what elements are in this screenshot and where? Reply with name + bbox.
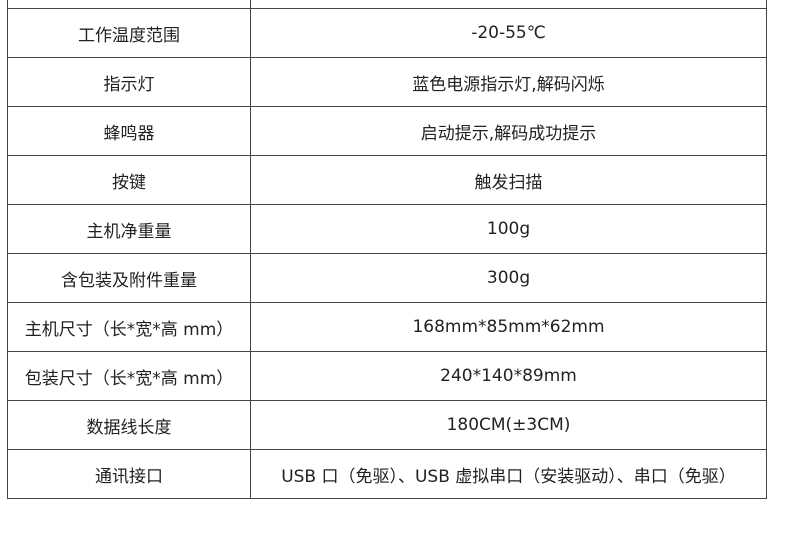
- table-row: 通讯接口 USB 口（免驱）、USB 虚拟串口（安装驱动）、串口（免驱）: [7, 449, 767, 499]
- spec-label: 工作温度范围: [7, 8, 251, 58]
- spec-label: 含包装及附件重量: [7, 253, 251, 303]
- spec-value: 180CM(±3CM): [250, 400, 767, 450]
- table-row: 蜂鸣器 启动提示,解码成功提示: [7, 106, 767, 156]
- table-row: 主机尺寸（长*宽*高 mm） 168mm*85mm*62mm: [7, 302, 767, 352]
- spec-label: 主机尺寸（长*宽*高 mm）: [7, 302, 251, 352]
- spec-label: 指示灯: [7, 57, 251, 107]
- spec-label: 主机净重量: [7, 204, 251, 254]
- spec-label: [7, 0, 251, 9]
- spec-value: -20-55℃: [250, 8, 767, 58]
- spec-label: 蜂鸣器: [7, 106, 251, 156]
- spec-value: 168mm*85mm*62mm: [250, 302, 767, 352]
- spec-table: 工作温度范围 -20-55℃ 指示灯 蓝色电源指示灯,解码闪烁 蜂鸣器 启动提示,解码成功…: [7, 0, 767, 499]
- spec-label: 包装尺寸（长*宽*高 mm）: [7, 351, 251, 401]
- table-row: 指示灯 蓝色电源指示灯,解码闪烁: [7, 57, 767, 107]
- table-row: 按键 触发扫描: [7, 155, 767, 205]
- table-row: 含包装及附件重量 300g: [7, 253, 767, 303]
- table-row: 主机净重量 100g: [7, 204, 767, 254]
- spec-label: 按键: [7, 155, 251, 205]
- table-row: 包装尺寸（长*宽*高 mm） 240*140*89mm: [7, 351, 767, 401]
- spec-label: 数据线长度: [7, 400, 251, 450]
- spec-value: USB 口（免驱）、USB 虚拟串口（安装驱动）、串口（免驱）: [250, 449, 767, 499]
- spec-label: 通讯接口: [7, 449, 251, 499]
- spec-value: 触发扫描: [250, 155, 767, 205]
- spec-value: 蓝色电源指示灯,解码闪烁: [250, 57, 767, 107]
- spec-value: 100g: [250, 204, 767, 254]
- spec-value: 300g: [250, 253, 767, 303]
- spec-value: 启动提示,解码成功提示: [250, 106, 767, 156]
- table-row: 数据线长度 180CM(±3CM): [7, 400, 767, 450]
- spec-value: [250, 0, 767, 9]
- spec-value: 240*140*89mm: [250, 351, 767, 401]
- table-row: 工作温度范围 -20-55℃: [7, 8, 767, 58]
- table-row: [7, 0, 767, 9]
